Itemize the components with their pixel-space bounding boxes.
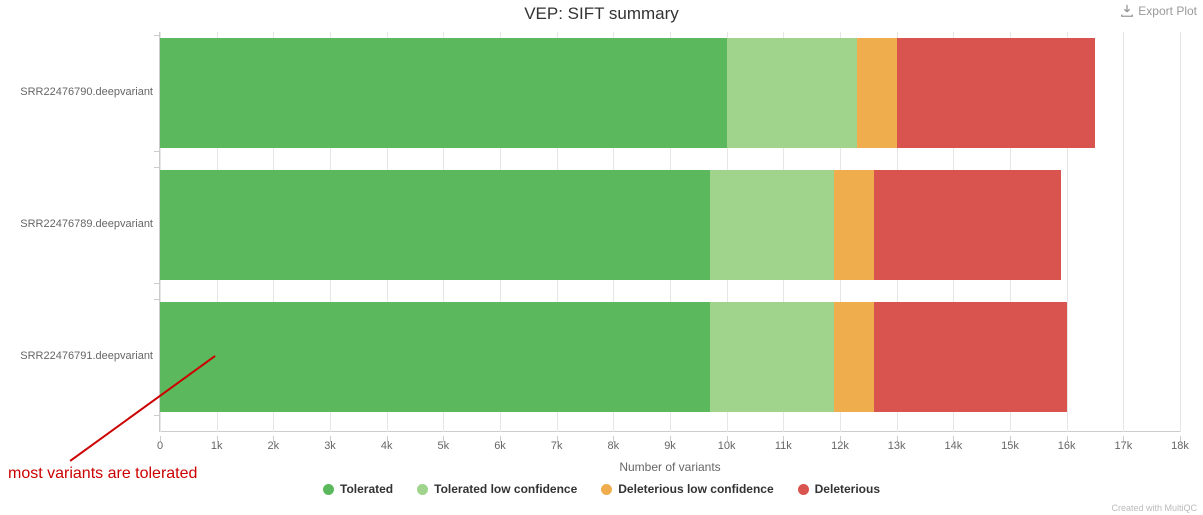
bar-segment-tolerated_low[interactable]	[710, 302, 835, 412]
y-tick	[154, 415, 160, 416]
x-tick-label: 5k	[438, 440, 450, 452]
plot-area: Number of variants 01k2k3k4k5k6k7k8k9k10…	[160, 32, 1180, 432]
x-tick-label: 6k	[494, 440, 506, 452]
y-tick	[154, 151, 160, 152]
legend-item[interactable]: Tolerated low confidence	[417, 482, 577, 496]
bar-segment-deleterious[interactable]	[874, 302, 1067, 412]
download-icon	[1120, 4, 1134, 18]
annotation-text: most variants are tolerated	[8, 465, 197, 483]
y-axis-label: SRR22476791.deepvariant	[3, 350, 153, 362]
gridline	[1180, 32, 1181, 432]
legend-label: Tolerated low confidence	[434, 482, 577, 496]
x-tick-label: 7k	[551, 440, 563, 452]
x-tick-label: 18k	[1171, 440, 1189, 452]
legend-swatch	[417, 484, 428, 495]
x-tick-label: 2k	[268, 440, 280, 452]
export-plot-label: Export Plot	[1138, 4, 1197, 18]
legend-item[interactable]: Deleterious	[798, 482, 880, 496]
y-tick	[154, 283, 160, 284]
bar-segment-deleterious_low[interactable]	[834, 170, 874, 280]
bar-segment-tolerated[interactable]	[160, 38, 727, 148]
bar-segment-deleterious_low[interactable]	[834, 302, 874, 412]
bar-segment-tolerated_low[interactable]	[710, 170, 835, 280]
x-tick-label: 11k	[775, 440, 792, 452]
y-tick	[154, 35, 160, 36]
bar-segment-tolerated[interactable]	[160, 302, 710, 412]
x-tick-label: 14k	[944, 440, 962, 452]
legend-item[interactable]: Tolerated	[323, 482, 393, 496]
bar-segment-deleterious_low[interactable]	[857, 38, 897, 148]
y-tick	[154, 299, 160, 300]
legend-label: Deleterious low confidence	[618, 482, 773, 496]
x-tick-label: 9k	[664, 440, 676, 452]
y-axis-label: SRR22476789.deepvariant	[3, 218, 153, 230]
legend-swatch	[601, 484, 612, 495]
y-axis-label: SRR22476790.deepvariant	[3, 86, 153, 98]
footer-credit: Created with MultiQC	[1111, 503, 1197, 513]
bar-row	[160, 38, 1095, 148]
bar-segment-tolerated_low[interactable]	[727, 38, 857, 148]
x-tick-label: 16k	[1058, 440, 1076, 452]
legend-label: Deleterious	[815, 482, 880, 496]
bar-row	[160, 302, 1067, 412]
x-tick-label: 10k	[718, 440, 736, 452]
bar-segment-deleterious[interactable]	[897, 38, 1095, 148]
x-tick-label: 15k	[1001, 440, 1019, 452]
legend: Tolerated Tolerated low confidence Deleter…	[0, 482, 1203, 496]
bar-segment-tolerated[interactable]	[160, 170, 710, 280]
x-tick-label: 4k	[381, 440, 393, 452]
legend-swatch	[323, 484, 334, 495]
bars-layer	[160, 32, 1180, 432]
x-axis-title: Number of variants	[619, 460, 720, 474]
x-tick-label: 0	[157, 440, 163, 452]
y-tick	[154, 167, 160, 168]
x-tick-label: 13k	[888, 440, 906, 452]
legend-swatch	[798, 484, 809, 495]
export-plot-button[interactable]: Export Plot	[1120, 4, 1197, 18]
x-tick-label: 3k	[324, 440, 336, 452]
chart-title: VEP: SIFT summary	[0, 0, 1203, 24]
x-tick-label: 8k	[608, 440, 620, 452]
bar-segment-deleterious[interactable]	[874, 170, 1061, 280]
x-tick-label: 17k	[1114, 440, 1132, 452]
legend-item[interactable]: Deleterious low confidence	[601, 482, 773, 496]
bar-row	[160, 170, 1061, 280]
legend-label: Tolerated	[340, 482, 393, 496]
x-tick-label: 12k	[831, 440, 849, 452]
x-tick-label: 1k	[211, 440, 223, 452]
